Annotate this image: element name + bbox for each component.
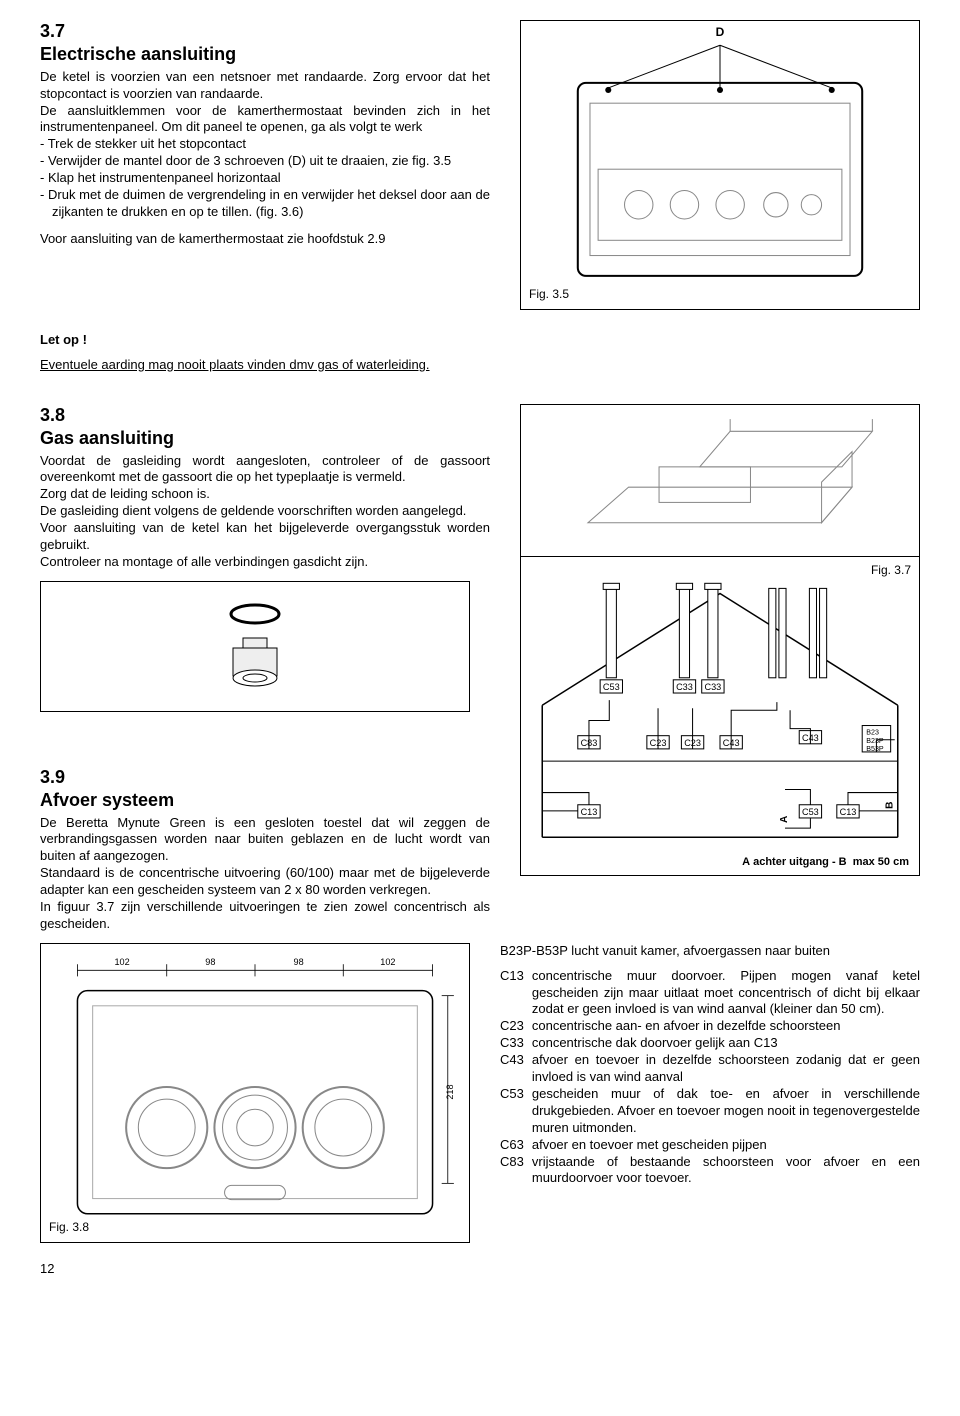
oring-icon bbox=[225, 602, 285, 626]
svg-text:C53: C53 bbox=[802, 807, 819, 817]
svg-text:B23: B23 bbox=[866, 728, 879, 736]
section37-li1: - Trek de stekker uit het stopcontact bbox=[40, 136, 490, 153]
section38-p4: Voor aansluiting van de ketel kan het bi… bbox=[40, 520, 490, 554]
svg-text:102: 102 bbox=[380, 957, 395, 967]
fig35-container: D Fig. 3.5 bbox=[520, 20, 920, 322]
section37-title: Electrische aansluiting bbox=[40, 43, 490, 66]
def-row: C83vrijstaande of bestaande schoorsteen … bbox=[500, 1154, 920, 1188]
section38-num: 3.8 bbox=[40, 404, 490, 427]
def-code: C13 bbox=[500, 968, 532, 1019]
section37-li3: - Klap het instrumentenpaneel horizontaa… bbox=[40, 170, 490, 187]
svg-text:B: B bbox=[885, 801, 896, 808]
def-row: C33concentrische dak doorvoer gelijk aan… bbox=[500, 1035, 920, 1052]
svg-text:98: 98 bbox=[294, 957, 304, 967]
svg-text:218: 218 bbox=[445, 1084, 455, 1099]
fig37-container: Fig. 3.7 C53 C33 bbox=[520, 716, 920, 933]
section37-li2: - Verwijder de mantel door de 3 schroeve… bbox=[40, 153, 490, 170]
section38-title: Gas aansluiting bbox=[40, 427, 490, 450]
svg-text:A: A bbox=[779, 815, 790, 823]
section38: 3.8 Gas aansluiting Voordat de gasleidin… bbox=[40, 404, 490, 712]
fig36-svg bbox=[527, 411, 913, 563]
def-text: concentrische dak doorvoer gelijk aan C1… bbox=[532, 1035, 920, 1052]
svg-text:B53P: B53P bbox=[866, 745, 884, 753]
fig35-box: D Fig. 3.5 bbox=[520, 20, 920, 310]
def-text: afvoer en toevoer in dezelfde schoorstee… bbox=[532, 1052, 920, 1086]
fig37-label: Fig. 3.7 bbox=[871, 563, 911, 579]
section37: 3.7 Electrische aansluiting De ketel is … bbox=[40, 20, 490, 322]
fig37-box: Fig. 3.7 C53 C33 bbox=[520, 556, 920, 876]
def-row: C43afvoer en toevoer in dezelfde schoors… bbox=[500, 1052, 920, 1086]
gas-fitting-box bbox=[40, 581, 470, 712]
section39-title: Afvoer systeem bbox=[40, 789, 490, 812]
nut-icon bbox=[225, 636, 285, 691]
fig35-D: D bbox=[716, 25, 725, 41]
section37-warn: Eventuele aarding mag nooit plaats vinde… bbox=[40, 357, 920, 374]
fig35-label: Fig. 3.5 bbox=[529, 287, 569, 303]
defs-intro: B23P-B53P lucht vanuit kamer, afvoergass… bbox=[500, 943, 920, 960]
section37-li4: - Druk met de duimen de vergrendeling in… bbox=[40, 187, 490, 221]
section37-p2: De aansluitklemmen voor de kamerthermost… bbox=[40, 103, 490, 137]
section37-p1: De ketel is voorzien van een netsnoer me… bbox=[40, 69, 490, 103]
def-row: C23concentrische aan- en afvoer in dezel… bbox=[500, 1018, 920, 1035]
def-text: concentrische muur doorvoer. Pijpen moge… bbox=[532, 968, 920, 1019]
svg-text:B23P: B23P bbox=[866, 737, 884, 745]
def-code: C63 bbox=[500, 1137, 532, 1154]
fig35-svg bbox=[527, 27, 913, 291]
svg-text:C13: C13 bbox=[840, 807, 857, 817]
fig36-box: Fig. 3.6 bbox=[520, 404, 920, 579]
fig37-caption: A achter uitgang - B max 50 cm bbox=[742, 855, 909, 869]
row-section39: 3.9 Afvoer systeem De Beretta Mynute Gre… bbox=[40, 716, 920, 933]
def-row: C13concentrische muur doorvoer. Pijpen m… bbox=[500, 968, 920, 1019]
section38-p3: De gasleiding dient volgens de geldende … bbox=[40, 503, 490, 520]
def-row: C53gescheiden muur of dak toe- en afvoer… bbox=[500, 1086, 920, 1137]
section39: 3.9 Afvoer systeem De Beretta Mynute Gre… bbox=[40, 716, 490, 933]
svg-text:102: 102 bbox=[114, 957, 129, 967]
def-text: vrijstaande of bestaande schoorsteen voo… bbox=[532, 1154, 920, 1188]
letop: Let op ! bbox=[40, 332, 920, 349]
def-row: C63afvoer en toevoer met gescheiden pijp… bbox=[500, 1137, 920, 1154]
fig37-svg: C53 C33 C33 C83 C23 C23 C43 C43 B23B23PB… bbox=[527, 563, 913, 868]
def-code: C23 bbox=[500, 1018, 532, 1035]
section39-p3: In figuur 3.7 zijn verschillende uitvoer… bbox=[40, 899, 490, 933]
def-code: C43 bbox=[500, 1052, 532, 1086]
svg-text:C33: C33 bbox=[705, 682, 722, 692]
section38-p2: Zorg dat de leiding schoon is. bbox=[40, 486, 490, 503]
section38-p5: Controleer na montage of alle verbinding… bbox=[40, 554, 490, 571]
svg-text:C13: C13 bbox=[581, 807, 598, 817]
row-section37: 3.7 Electrische aansluiting De ketel is … bbox=[40, 20, 920, 322]
section37-p3: Voor aansluiting van de kamerthermostaat… bbox=[40, 231, 490, 248]
section39-p1: De Beretta Mynute Green is een gesloten … bbox=[40, 815, 490, 866]
def-code: C83 bbox=[500, 1154, 532, 1188]
row-fig38: 102 98 98 102 218 bbox=[40, 943, 920, 1255]
defs-table: C13concentrische muur doorvoer. Pijpen m… bbox=[500, 968, 920, 1188]
svg-text:C53: C53 bbox=[603, 682, 620, 692]
def-code: C53 bbox=[500, 1086, 532, 1137]
fig38-box: 102 98 98 102 218 bbox=[40, 943, 470, 1243]
flue-defs: B23P-B53P lucht vanuit kamer, afvoergass… bbox=[500, 943, 920, 1255]
fig38-svg: 102 98 98 102 218 bbox=[47, 950, 463, 1234]
fig38-container: 102 98 98 102 218 bbox=[40, 943, 470, 1255]
def-text: afvoer en toevoer met gescheiden pijpen bbox=[532, 1137, 920, 1154]
page-number: 12 bbox=[40, 1261, 920, 1278]
svg-text:C33: C33 bbox=[676, 682, 693, 692]
def-text: concentrische aan- en afvoer in dezelfde… bbox=[532, 1018, 920, 1035]
def-code: C33 bbox=[500, 1035, 532, 1052]
section39-p2: Standaard is de concentrische uitvoering… bbox=[40, 865, 490, 899]
fig38-label: Fig. 3.8 bbox=[49, 1220, 89, 1236]
section38-p1: Voordat de gasleiding wordt aangesloten,… bbox=[40, 453, 490, 487]
svg-text:98: 98 bbox=[205, 957, 215, 967]
section37-num: 3.7 bbox=[40, 20, 490, 43]
section39-num: 3.9 bbox=[40, 766, 490, 789]
def-text: gescheiden muur of dak toe- en afvoer in… bbox=[532, 1086, 920, 1137]
